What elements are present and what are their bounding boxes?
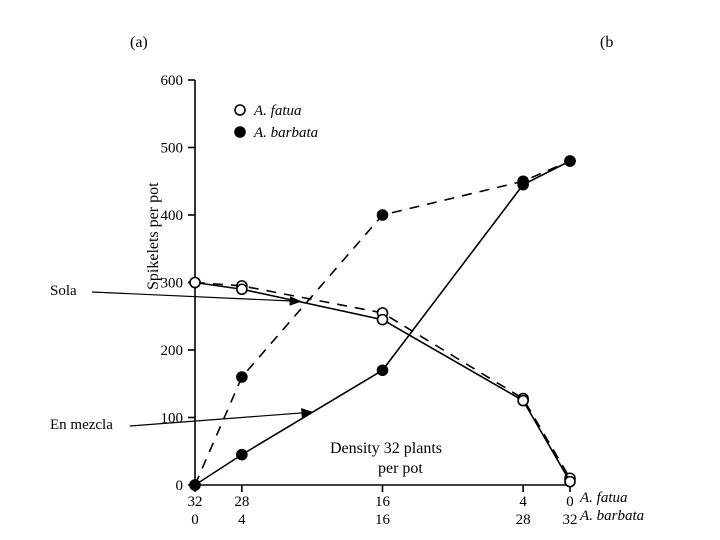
legend-open-icon bbox=[235, 105, 245, 115]
plot-svg: 01002003004005006003202841616428032A. fa… bbox=[0, 0, 720, 540]
fatua-solid-marker bbox=[378, 315, 388, 325]
fatua-solid-marker bbox=[190, 278, 200, 288]
ytick-label: 300 bbox=[161, 276, 184, 292]
fatua-solid-marker bbox=[518, 396, 528, 406]
xtick-fatua: 32 bbox=[188, 494, 203, 510]
xtick-barbata: 28 bbox=[516, 512, 531, 528]
xtick-barbata: 0 bbox=[191, 512, 199, 528]
ytick-label: 600 bbox=[161, 73, 184, 89]
xtick-barbata: 32 bbox=[563, 512, 578, 528]
ytick-label: 100 bbox=[161, 411, 184, 427]
barbata-solid-marker bbox=[237, 450, 247, 460]
barbata-solid-marker bbox=[518, 180, 528, 190]
legend-open-label: A. fatua bbox=[253, 103, 302, 119]
xtick-fatua: 4 bbox=[519, 494, 527, 510]
ytick-label: 0 bbox=[176, 478, 184, 494]
ytick-label: 400 bbox=[161, 208, 184, 224]
ytick-label: 500 bbox=[161, 141, 184, 157]
figure: (a) (b Spikelets per pot Sola En mezcla … bbox=[0, 0, 720, 540]
barbata-solid-marker bbox=[378, 365, 388, 375]
xtick-barbata: 4 bbox=[238, 512, 246, 528]
xtick-fatua: 0 bbox=[566, 494, 574, 510]
xtick-fatua: 16 bbox=[375, 494, 391, 510]
ytick-label: 200 bbox=[161, 343, 184, 359]
legend-filled-label: A. barbata bbox=[253, 125, 318, 141]
xtick-fatua: 28 bbox=[234, 494, 249, 510]
legend-filled-icon bbox=[235, 127, 245, 137]
xtick-barbata: 16 bbox=[375, 512, 391, 528]
arrow-sola bbox=[92, 292, 300, 301]
barbata-solid-marker bbox=[565, 156, 575, 166]
fatua-solid-marker bbox=[565, 477, 575, 487]
barbata-solid-marker bbox=[190, 480, 200, 490]
arrow-en-mezcla bbox=[130, 412, 312, 426]
barbata-dashed-marker bbox=[378, 210, 388, 220]
fatua-solid-marker bbox=[237, 284, 247, 294]
barbata-dashed-marker bbox=[237, 372, 247, 382]
